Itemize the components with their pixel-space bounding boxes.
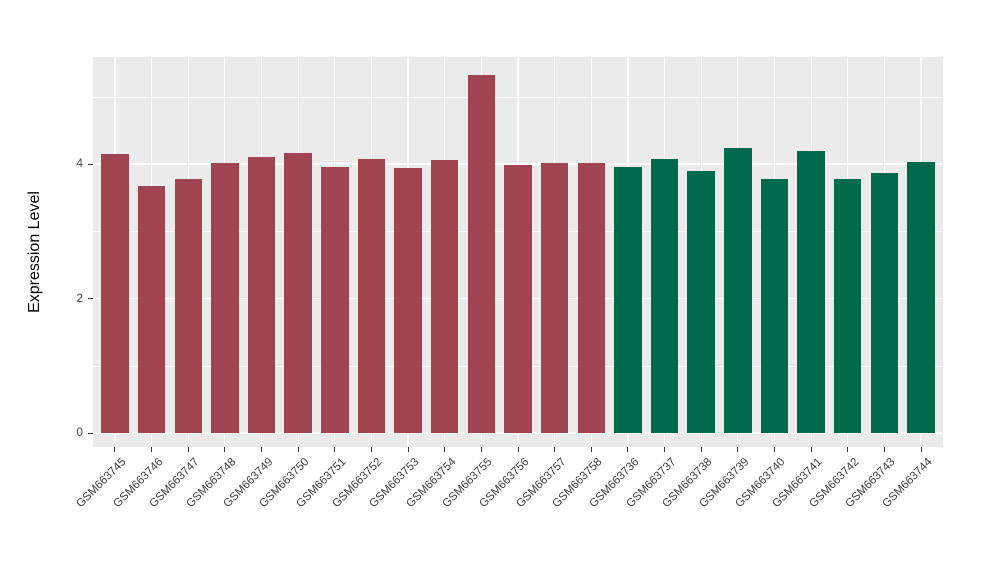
bar-GSM663741 xyxy=(797,151,825,433)
bar-GSM663752 xyxy=(357,159,386,433)
bar-GSM663745 xyxy=(101,153,129,433)
x-tick-mark-GSM663754 xyxy=(444,447,446,452)
bar-GSM663736 xyxy=(614,167,642,433)
x-tick-mark-GSM663755 xyxy=(480,447,482,452)
x-tick-mark-GSM663758 xyxy=(590,447,592,452)
x-tick-mark-GSM663742 xyxy=(847,447,849,452)
bar-GSM663755 xyxy=(467,74,496,433)
x-tick-mark-GSM663741 xyxy=(810,447,812,452)
x-tick-mark-GSM663744 xyxy=(920,447,922,452)
x-tick-mark-GSM663739 xyxy=(737,447,739,452)
bar-GSM663750 xyxy=(284,152,312,433)
y-tick-label-4: 4 xyxy=(76,156,83,170)
y-axis-title: Expression Level xyxy=(26,191,43,313)
x-tick-mark-GSM663736 xyxy=(627,447,629,452)
bar-GSM663740 xyxy=(760,178,789,433)
y-tick-mark-0 xyxy=(88,432,93,434)
x-tick-mark-GSM663738 xyxy=(700,447,702,452)
x-tick-mark-GSM663743 xyxy=(883,447,885,452)
x-tick-mark-GSM663756 xyxy=(517,447,519,452)
y-tick-mark-4 xyxy=(88,163,93,165)
x-tick-mark-GSM663740 xyxy=(773,447,775,452)
x-tick-mark-GSM663753 xyxy=(407,447,409,452)
plot-panel xyxy=(93,57,943,447)
x-tick-mark-GSM663757 xyxy=(554,447,556,452)
bar-GSM663756 xyxy=(504,164,532,433)
x-tick-mark-GSM663751 xyxy=(334,447,336,452)
bar-GSM663747 xyxy=(174,178,202,433)
bar-GSM663758 xyxy=(577,162,605,433)
x-tick-mark-GSM663737 xyxy=(664,447,666,452)
bar-GSM663737 xyxy=(650,159,679,433)
x-tick-mark-GSM663752 xyxy=(370,447,372,452)
y-tick-label-0: 0 xyxy=(76,425,83,439)
y-tick-label-2: 2 xyxy=(76,290,83,305)
x-tick-mark-GSM663747 xyxy=(187,447,189,452)
bar-GSM663748 xyxy=(211,162,239,433)
bar-GSM663739 xyxy=(724,147,752,433)
bar-GSM663742 xyxy=(834,178,862,433)
bar-GSM663754 xyxy=(430,159,459,433)
bar-GSM663744 xyxy=(907,161,935,433)
bar-GSM663749 xyxy=(247,156,276,433)
x-tick-mark-GSM663748 xyxy=(224,447,226,452)
bar-GSM663746 xyxy=(137,185,166,433)
bar-GSM663743 xyxy=(870,172,899,433)
bar-GSM663757 xyxy=(540,162,569,433)
bar-GSM663753 xyxy=(394,168,422,433)
bar-GSM663751 xyxy=(321,167,349,433)
x-tick-mark-GSM663750 xyxy=(297,447,299,452)
y-tick-mark-2 xyxy=(88,298,93,299)
x-tick-mark-GSM663745 xyxy=(114,447,116,452)
x-tick-mark-GSM663749 xyxy=(261,447,263,452)
x-tick-mark-GSM663746 xyxy=(151,447,153,452)
bar-GSM663738 xyxy=(687,171,715,433)
